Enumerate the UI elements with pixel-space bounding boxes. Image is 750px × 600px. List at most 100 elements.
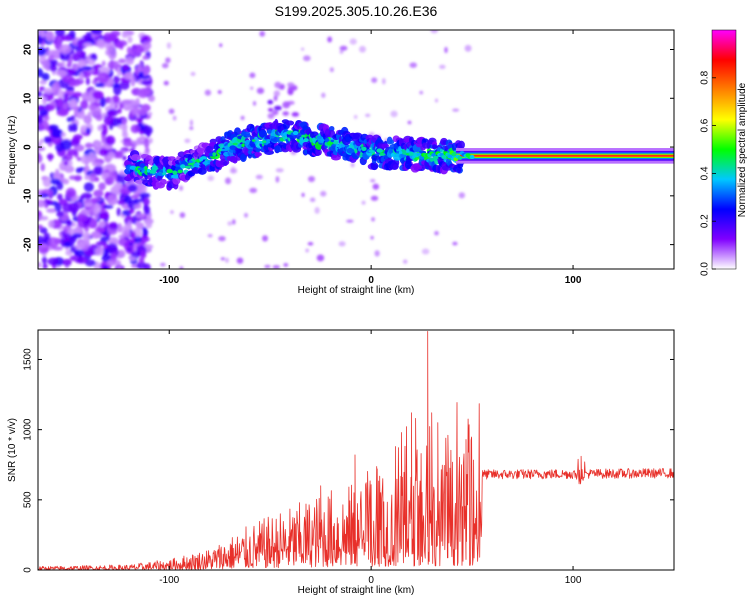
noise-blob <box>390 110 398 118</box>
signal-blob <box>223 161 228 166</box>
noise-blob <box>136 222 145 230</box>
noise-blob <box>309 197 316 203</box>
noise-blob <box>458 192 466 199</box>
signal-core <box>149 170 153 174</box>
noise-blob <box>444 46 448 54</box>
spectrogram-y-tick-label: 10 <box>23 92 34 104</box>
noise-blob <box>142 55 149 60</box>
signal-blob <box>156 175 163 181</box>
colorbar-ticks: 0.0 0.2 0.4 0.6 0.8 <box>700 70 716 276</box>
noise-blob <box>108 48 117 60</box>
signal-blob <box>234 127 241 136</box>
noise-blob <box>76 256 88 264</box>
noise-blob <box>236 257 244 264</box>
noise-blob <box>84 202 93 208</box>
noise-blob <box>300 47 305 51</box>
noise-blob <box>51 129 63 138</box>
colorbar-tick-label: 0.0 <box>700 262 711 276</box>
snr-x-tick-label: 100 <box>565 575 582 586</box>
noise-blob <box>305 248 309 253</box>
noise-blob <box>42 59 51 70</box>
noise-blob <box>217 90 222 94</box>
noise-blob <box>117 223 123 233</box>
signal-core <box>292 130 299 136</box>
noise-blob <box>38 261 42 268</box>
signal-blob <box>422 138 429 143</box>
noise-blob <box>98 212 109 220</box>
noise-blob <box>63 165 75 173</box>
noise-blob <box>130 49 140 57</box>
noise-blob <box>165 57 171 64</box>
signal-core <box>232 142 238 146</box>
spectrogram-frame <box>37 29 675 270</box>
noise-blob <box>255 174 263 180</box>
noise-blob <box>92 90 104 100</box>
noise-blob <box>140 80 152 86</box>
noise-blob <box>370 195 379 201</box>
noise-blob <box>308 175 316 183</box>
noise-blob <box>229 167 238 174</box>
signal-core <box>229 145 236 150</box>
noise-blob <box>97 72 110 84</box>
noise-blob <box>243 212 249 218</box>
noise-blob <box>47 257 59 266</box>
signal-blob <box>130 154 141 162</box>
noise-blob <box>274 81 282 89</box>
noise-blob <box>62 75 74 84</box>
noise-blob <box>122 79 132 84</box>
noise-blob <box>60 132 66 138</box>
noise-blob <box>73 134 83 140</box>
noise-blob <box>71 122 78 133</box>
noise-blob <box>452 108 460 112</box>
noise-blob <box>66 68 77 74</box>
noise-blob <box>353 115 358 119</box>
noise-blob <box>40 163 46 172</box>
noise-blob <box>161 62 169 69</box>
noise-blob <box>452 241 458 246</box>
spectrogram-marks <box>38 30 674 269</box>
noise-blob <box>136 107 148 116</box>
noise-blob <box>361 200 366 205</box>
noise-blob <box>122 140 133 147</box>
noise-blob <box>38 46 47 56</box>
noise-blob <box>126 247 133 252</box>
noise-blob <box>38 224 44 230</box>
noise-blob <box>107 61 116 70</box>
noise-blob <box>272 110 279 116</box>
noise-blob <box>132 215 137 225</box>
noise-blob <box>329 67 334 73</box>
spectrogram-y-tick-label: -10 <box>23 188 34 203</box>
spectrogram-signal-band <box>124 118 674 191</box>
noise-blob <box>38 153 43 164</box>
noise-blob <box>85 127 91 135</box>
noise-blob <box>172 115 177 121</box>
noise-blob <box>99 96 106 108</box>
noise-blob <box>148 137 153 144</box>
noise-blob <box>121 32 129 39</box>
noise-blob <box>43 87 54 94</box>
signal-blob <box>371 154 380 161</box>
noise-blob <box>83 182 95 192</box>
snr-series-line <box>38 331 674 570</box>
noise-blob <box>55 70 68 77</box>
spectrogram-x-tick-label: 0 <box>368 275 374 286</box>
noise-blob <box>39 138 44 144</box>
noise-blob <box>118 234 125 239</box>
noise-blob <box>409 62 417 68</box>
noise-blob <box>130 194 140 199</box>
noise-blob <box>68 101 76 109</box>
snr-y-tick-label: 1000 <box>23 418 34 441</box>
noise-blob <box>240 115 245 121</box>
noise-blob <box>114 104 119 110</box>
noise-blob <box>72 91 83 98</box>
spectrogram-y-label: Frequency (Hz) <box>7 116 18 185</box>
signal-core <box>172 170 178 175</box>
noise-blob <box>143 204 148 211</box>
signal-core <box>354 149 358 154</box>
noise-blob <box>107 151 116 160</box>
noise-blob <box>113 182 123 191</box>
noise-blob <box>118 58 126 64</box>
noise-blob <box>56 62 64 68</box>
noise-blob <box>102 204 114 209</box>
